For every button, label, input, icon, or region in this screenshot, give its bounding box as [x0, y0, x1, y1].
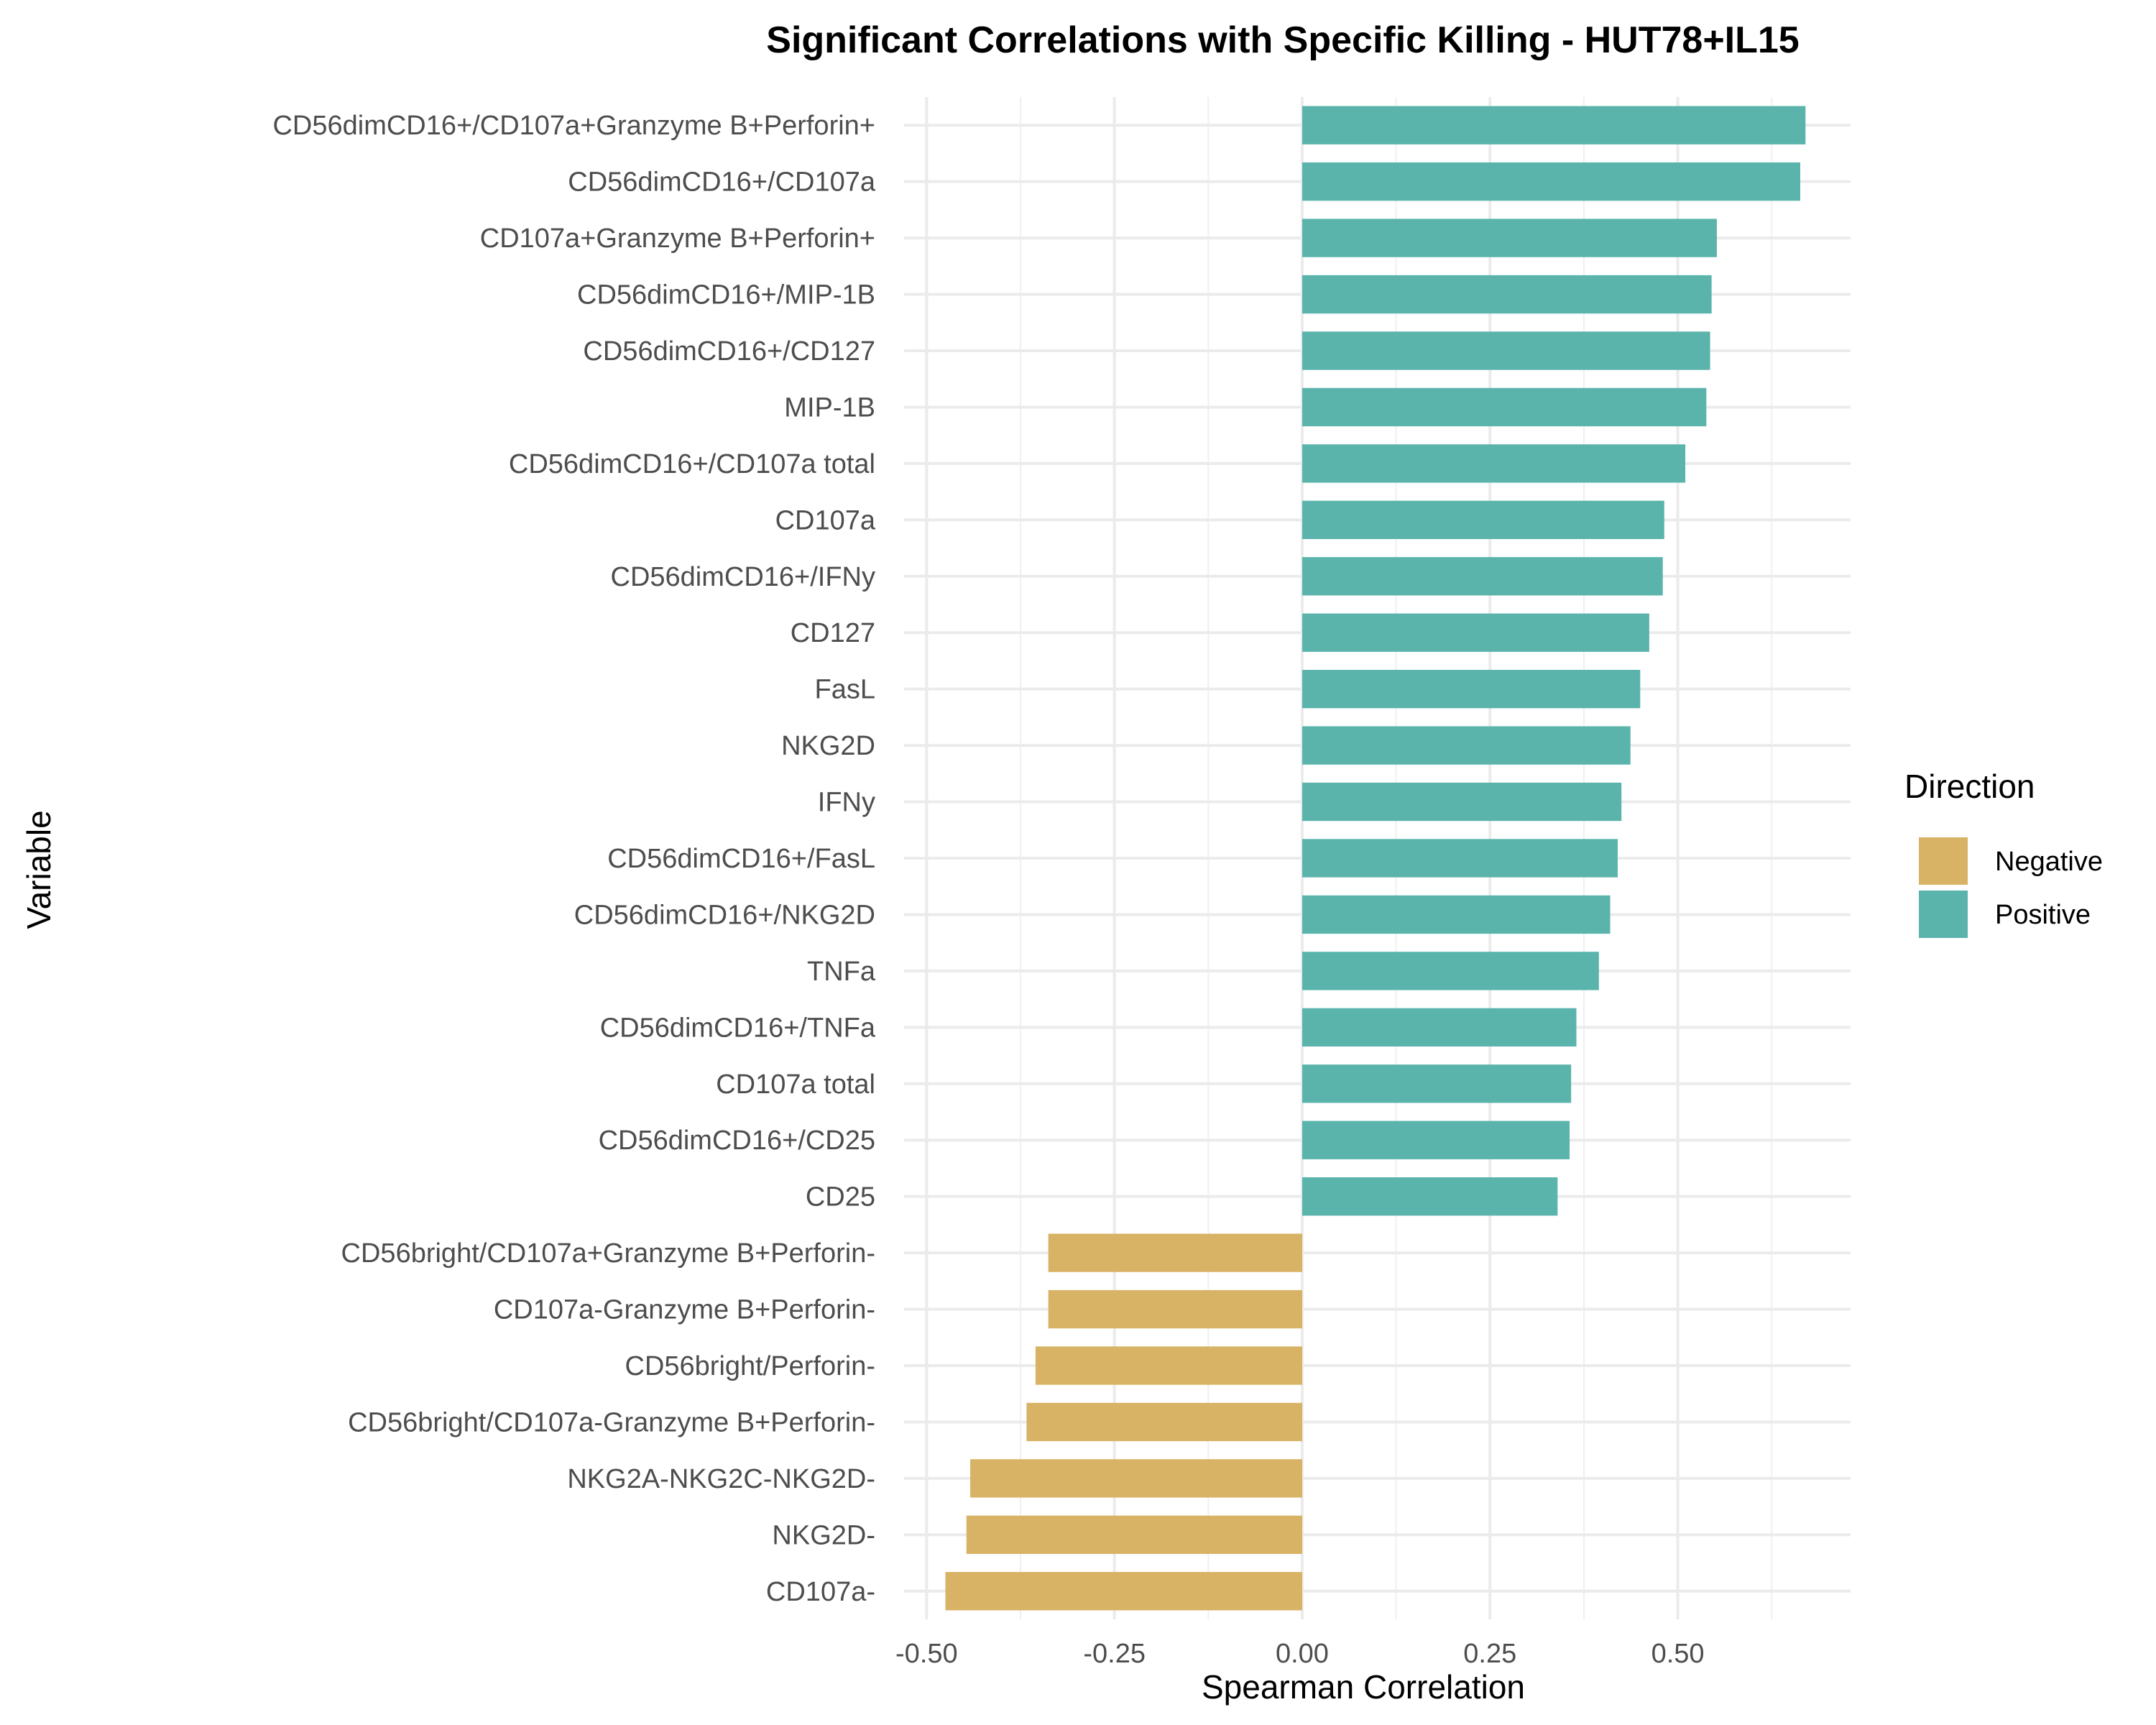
legend-key [1919, 891, 1968, 938]
chart-title: Significant Correlations with Specific K… [766, 19, 1799, 61]
y-tick-label: CD56dimCD16+/CD127 [583, 336, 875, 367]
bar [1302, 1177, 1558, 1216]
y-tick-label: CD56dimCD16+/CD25 [599, 1126, 875, 1156]
y-tick-label: IFNy [818, 788, 875, 818]
x-tick-label: -0.50 [895, 1639, 958, 1669]
bar [1302, 1121, 1570, 1159]
bar [1302, 613, 1649, 652]
x-tick-label: 0.00 [1276, 1639, 1329, 1669]
bar [1302, 331, 1710, 370]
x-tick-label: -0.25 [1083, 1639, 1146, 1669]
y-tick-label: NKG2D- [772, 1520, 875, 1550]
legend-key [1919, 837, 1968, 885]
y-tick-label: FasL [815, 675, 875, 705]
bar [1302, 839, 1618, 878]
y-tick-label: CD56dimCD16+/CD107a+Granzyme B+Perforin+ [272, 111, 875, 141]
bar [1302, 218, 1717, 257]
bar [1302, 275, 1712, 314]
bar [1302, 726, 1631, 765]
x-tick-label: 0.25 [1463, 1639, 1516, 1669]
y-tick-label: NKG2A-NKG2C-NKG2D- [567, 1464, 875, 1494]
bar [1302, 444, 1686, 483]
y-tick-label: CD107a+Granzyme B+Perforin+ [480, 224, 875, 254]
bar [1302, 1064, 1572, 1103]
y-tick-label: CD107a-Granzyme B+Perforin- [494, 1295, 875, 1325]
bar [1302, 782, 1622, 822]
y-tick-label: CD127 [791, 618, 875, 648]
y-tick-label: CD107a total [716, 1070, 875, 1100]
y-axis-title: Variable [20, 810, 57, 929]
legend: Direction Negative Positive [1904, 768, 2103, 938]
y-tick-label: TNFa [807, 957, 876, 987]
y-tick-label: CD25 [806, 1182, 875, 1213]
bar [1302, 387, 1707, 427]
bar [1048, 1289, 1302, 1329]
legend-entries: Negative Positive [1919, 837, 2103, 938]
bar [1302, 106, 1806, 144]
bar [1035, 1346, 1302, 1385]
y-tick-label: CD56bright/CD107a-Granzyme B+Perforin- [348, 1407, 875, 1438]
y-tick-labels: CD56dimCD16+/CD107a+Granzyme B+Perforin+… [272, 111, 875, 1607]
x-axis-title: Spearman Correlation [1202, 1668, 1525, 1706]
y-tick-label: CD56dimCD16+/CD107a total [509, 449, 875, 479]
y-tick-label: CD56dimCD16+/IFNy [611, 562, 876, 592]
bar [1302, 557, 1663, 596]
bar [1302, 1008, 1577, 1047]
y-tick-label: CD56dimCD16+/NKG2D [574, 900, 875, 930]
y-tick-label: NKG2D [781, 731, 875, 761]
bar [966, 1515, 1302, 1555]
y-tick-label: CD56dimCD16+/TNFa [600, 1013, 876, 1043]
bar [1302, 952, 1599, 990]
y-tick-label: CD56dimCD16+/FasL [607, 844, 875, 874]
y-tick-label: CD107a- [766, 1577, 875, 1607]
y-tick-label: CD56dimCD16+/MIP-1B [577, 280, 875, 310]
legend-label: Negative [1995, 847, 2103, 877]
bar [1026, 1402, 1302, 1442]
y-tick-label: CD56bright/CD107a+Granzyme B+Perforin- [341, 1238, 875, 1269]
y-tick-label: CD56dimCD16+/CD107a [568, 167, 876, 198]
x-tick-labels: -0.50 -0.25 0.00 0.25 0.50 [895, 1639, 1705, 1669]
bar [945, 1572, 1302, 1611]
y-tick-label: MIP-1B [784, 392, 875, 423]
bar [1302, 669, 1641, 709]
bar [1302, 162, 1800, 201]
x-tick-label: 0.50 [1651, 1639, 1705, 1669]
legend-label: Positive [1995, 900, 2091, 930]
bar [1302, 895, 1611, 934]
bar [1302, 500, 1664, 540]
y-tick-label: CD56bright/Perforin- [625, 1351, 875, 1381]
bar [969, 1459, 1302, 1498]
bar [1048, 1233, 1302, 1272]
bars-layer [945, 106, 1806, 1611]
legend-title: Direction [1904, 768, 2035, 805]
y-tick-label: CD107a [775, 505, 876, 535]
